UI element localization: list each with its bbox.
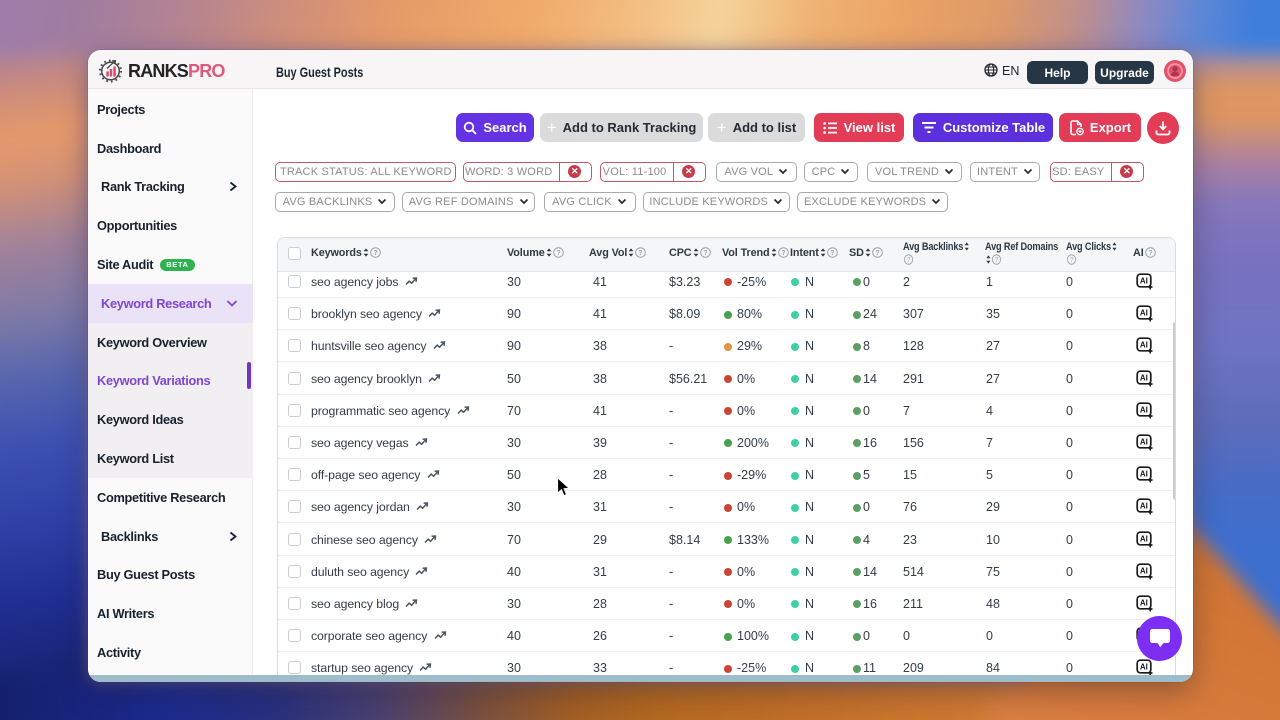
- svg-text:AI: AI: [1140, 405, 1148, 414]
- svg-text:AI: AI: [1140, 470, 1148, 479]
- svg-text:AI: AI: [1140, 502, 1148, 511]
- svg-text:AI: AI: [1140, 566, 1148, 575]
- svg-text:AI: AI: [1140, 309, 1148, 318]
- svg-text:AI: AI: [1140, 663, 1148, 672]
- svg-text:AI: AI: [1140, 276, 1148, 285]
- svg-text:?: ?: [556, 250, 560, 257]
- svg-text:AI: AI: [1140, 534, 1148, 543]
- svg-text:?: ?: [830, 250, 834, 257]
- svg-text:?: ?: [373, 250, 377, 257]
- svg-text:?: ?: [1070, 257, 1074, 265]
- svg-text:?: ?: [703, 250, 707, 257]
- svg-text:AI: AI: [1140, 373, 1148, 382]
- svg-text:?: ?: [875, 250, 879, 257]
- svg-text:?: ?: [907, 257, 911, 265]
- svg-text:?: ?: [639, 250, 643, 257]
- svg-text:AI: AI: [1140, 598, 1148, 607]
- svg-text:?: ?: [995, 257, 999, 265]
- svg-text:?: ?: [781, 250, 785, 257]
- svg-text:?: ?: [1148, 250, 1152, 257]
- svg-text:AI: AI: [1140, 437, 1148, 446]
- svg-text:AI: AI: [1140, 341, 1148, 350]
